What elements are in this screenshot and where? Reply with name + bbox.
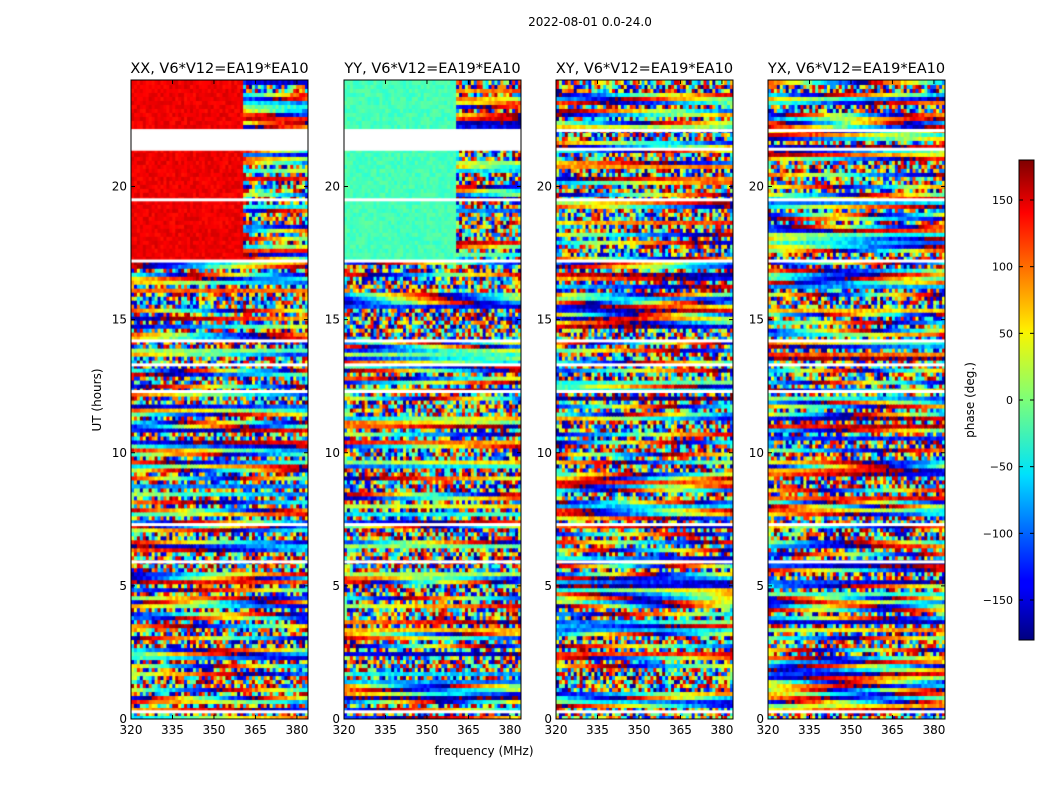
x-tick-label: 380 [498,723,521,737]
panel-4: YX, V6*V12=EA19*EA10 320 335 350 365 380 0 5 10 1… [749,61,946,737]
x-tick-label: 380 [710,723,733,737]
colorbar-tick-label: −50 [990,461,1013,474]
x-tick-label: 350 [416,723,439,737]
y-tick-label: 5 [544,579,552,593]
heatmap-1 [131,80,308,719]
panel-2: YY, V6*V12=EA19*EA10 320 335 350 365 380 0 5 10 1… [325,61,522,737]
y-tick-label: 0 [756,712,764,726]
panel-3: XY, V6*V12=EA19*EA10 320 335 350 365 380 0 5 10 1… [537,61,734,737]
colorbar-tick-label: 0 [1006,394,1013,407]
x-tick-label: 365 [669,723,692,737]
panel-1: XX, V6*V12=EA19*EA10 320 335 350 365 380 0 5 10 1… [112,61,309,737]
heatmap-2 [344,80,521,719]
x-axis-label: frequency (MHz) [434,744,533,758]
colorbar-tick-label: 50 [999,327,1013,340]
colorbar: 150 100 50 0 −50 −100 −150 phase (deg.) [963,159,1035,641]
panel-frame [767,79,946,720]
y-tick-label: 0 [544,712,552,726]
y-tick-label: 15 [325,313,340,327]
x-tick-label: 335 [374,723,397,737]
x-tick-label: 350 [203,723,226,737]
x-tick-label: 350 [628,723,651,737]
colorbar-ticks: 150 100 50 0 −50 −100 −150 [983,194,1034,607]
panel-frame [130,79,309,720]
heatmap-canvas [344,80,521,719]
x-tick-label: 365 [457,723,480,737]
y-tick-label: 10 [749,446,764,460]
colorbar-tick-label: −150 [983,594,1013,607]
x-tick-label: 335 [798,723,821,737]
y-tick-label: 5 [332,579,340,593]
x-tick-label: 320 [757,723,780,737]
y-tick-label: 5 [756,579,764,593]
panels: XX, V6*V12=EA19*EA10 320 335 350 365 380 0 5 10 1… [112,61,946,737]
y-tick-label: 10 [537,446,552,460]
y-tick-label: 20 [325,180,340,194]
x-tick-label: 380 [285,723,308,737]
panel-frame [343,79,522,720]
y-tick-label: 15 [537,313,552,327]
y-tick-label: 20 [537,180,552,194]
y-tick-label: 15 [749,313,764,327]
colorbar-tick-label: −100 [983,527,1013,540]
y-tick-label: 0 [332,712,340,726]
figure-suptitle: 2022-08-01 0.0-24.0 [528,15,652,29]
colorbar-tick-label: 100 [992,261,1013,274]
x-tick-label: 320 [545,723,568,737]
colorbar-tick-label: 150 [992,194,1013,207]
panel-title: XX, V6*V12=EA19*EA10 [130,61,308,77]
heatmap-4 [768,80,945,719]
y-tick-label: 0 [119,712,127,726]
heatmap-canvas [556,80,733,719]
x-tick-label: 365 [244,723,267,737]
panel-title: XY, V6*V12=EA19*EA10 [556,61,733,77]
x-tick-label: 365 [881,723,904,737]
x-tick-label: 350 [840,723,863,737]
panel-title: YY, V6*V12=EA19*EA10 [343,61,520,77]
x-tick-label: 335 [161,723,184,737]
panel-title: YX, V6*V12=EA19*EA10 [767,61,945,77]
y-tick-label: 20 [112,180,127,194]
panel-frame [555,79,734,720]
x-tick-label: 320 [120,723,143,737]
y-tick-label: 10 [325,446,340,460]
x-tick-label: 380 [922,723,945,737]
x-tick-label: 335 [586,723,609,737]
heatmap-3 [556,80,733,719]
y-axis-label: UT (hours) [90,368,104,431]
y-tick-label: 20 [749,180,764,194]
y-tick-label: 10 [112,446,127,460]
x-tick-label: 320 [333,723,356,737]
y-tick-label: 5 [119,579,127,593]
heatmap-canvas [131,80,308,719]
heatmap-canvas [768,80,945,719]
colorbar-label: phase (deg.) [963,362,977,438]
y-tick-label: 15 [112,313,127,327]
